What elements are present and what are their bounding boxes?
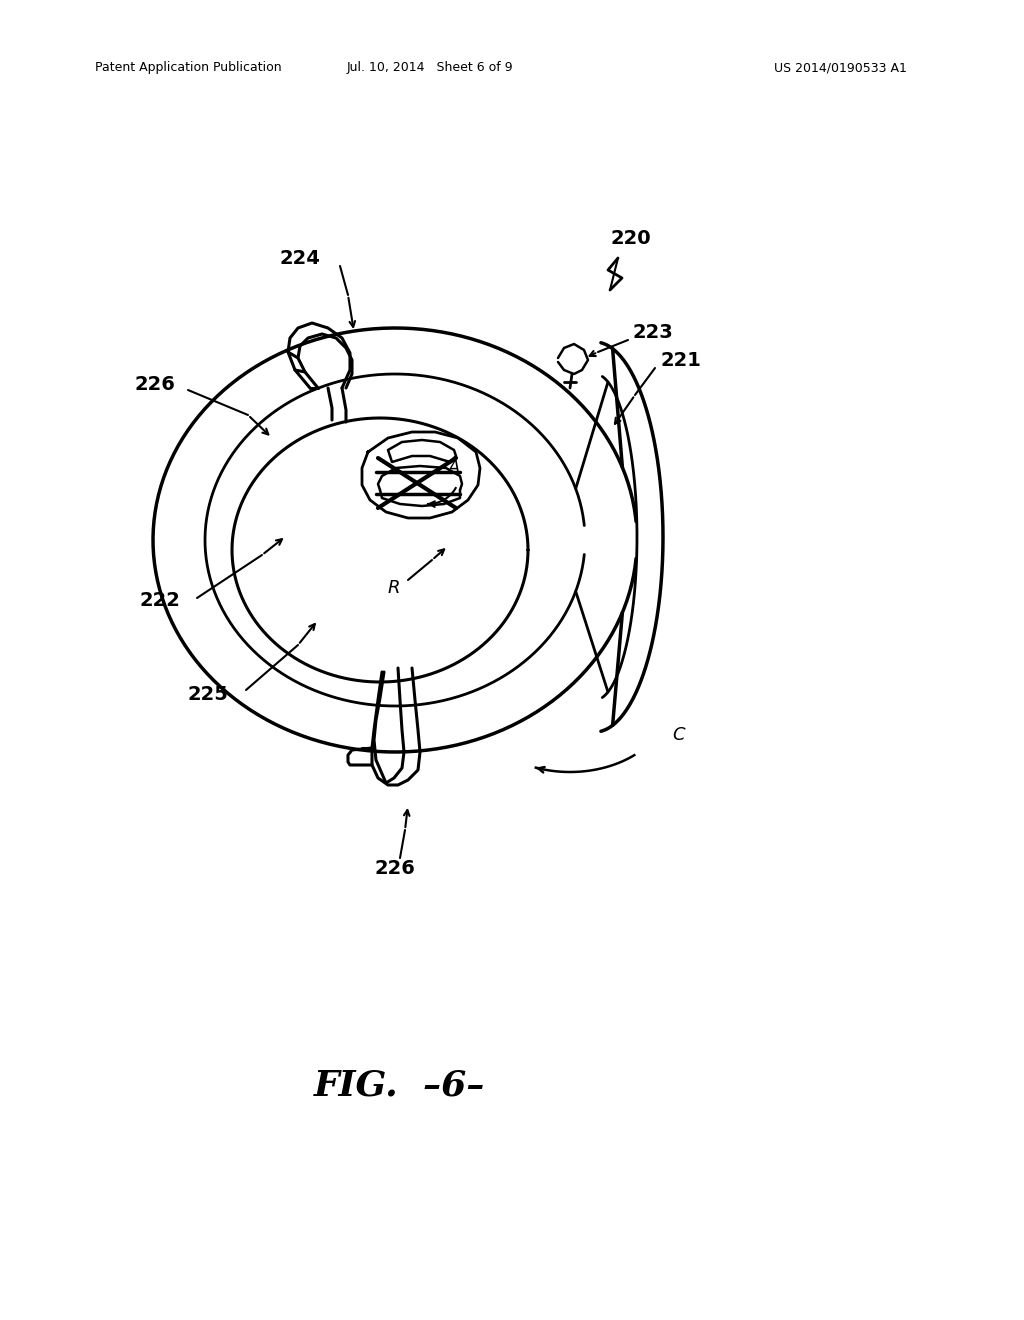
Text: Patent Application Publication: Patent Application Publication bbox=[95, 62, 282, 74]
Text: 221: 221 bbox=[660, 351, 700, 370]
Text: C: C bbox=[672, 726, 685, 744]
Text: Jul. 10, 2014   Sheet 6 of 9: Jul. 10, 2014 Sheet 6 of 9 bbox=[347, 62, 513, 74]
Text: FIG.  –6–: FIG. –6– bbox=[314, 1068, 485, 1102]
Text: 220: 220 bbox=[610, 228, 650, 248]
Text: 223: 223 bbox=[632, 322, 673, 342]
Text: 222: 222 bbox=[139, 590, 180, 610]
Text: 226: 226 bbox=[134, 375, 175, 395]
Text: A: A bbox=[449, 459, 461, 477]
Text: R: R bbox=[387, 579, 400, 597]
Text: 226: 226 bbox=[375, 858, 416, 878]
Text: 225: 225 bbox=[187, 685, 228, 705]
Text: US 2014/0190533 A1: US 2014/0190533 A1 bbox=[773, 62, 906, 74]
Text: 224: 224 bbox=[280, 248, 319, 268]
